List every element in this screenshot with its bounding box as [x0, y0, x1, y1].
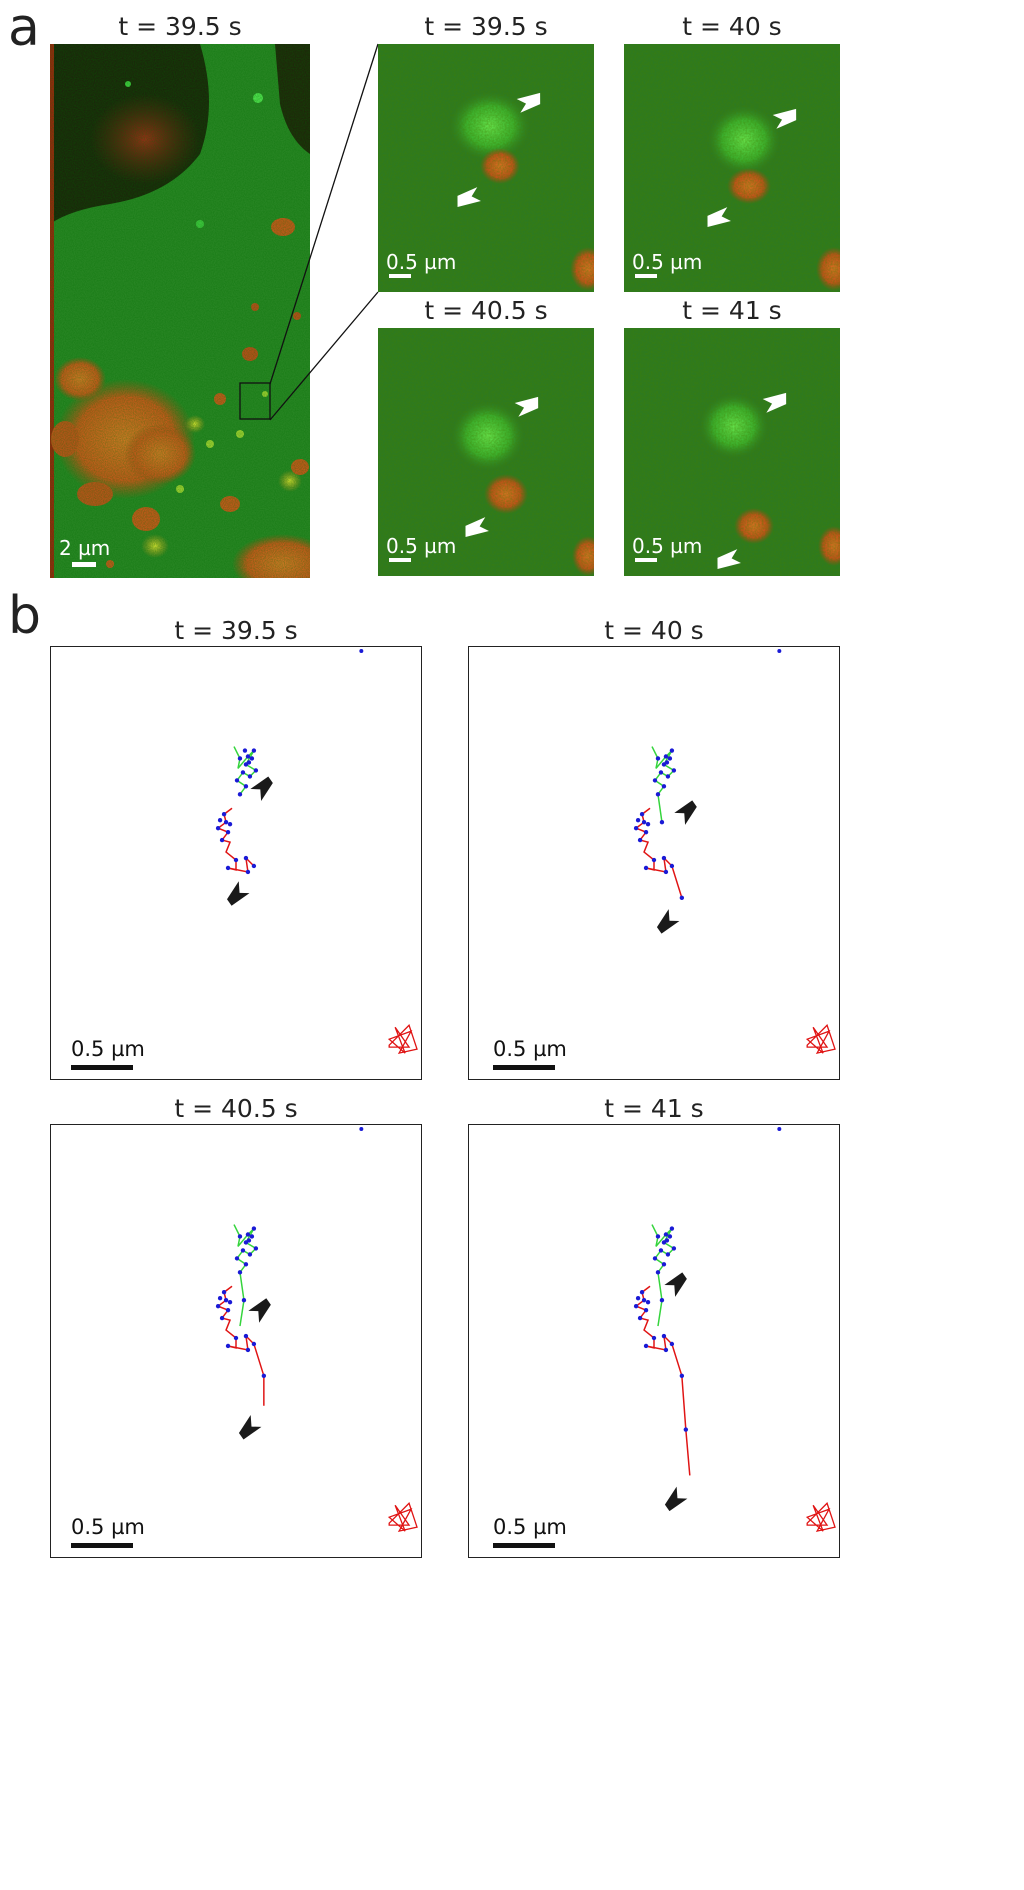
zoom-time-label-1: t = 39.5 s	[424, 12, 548, 41]
zoom-time-label-4: t = 41 s	[682, 296, 782, 325]
plot-scale-label-2: 0.5 µm	[493, 1037, 567, 1061]
trajectory-plot-1: 0.5 µm	[50, 646, 422, 1080]
trajectory-plot-3: 0.5 µm	[50, 1124, 422, 1558]
zoom-scale-label-4: 0.5 µm	[632, 534, 703, 558]
zoom-micrograph-2: 0.5 µm	[624, 44, 840, 292]
zoom-scale-label-2: 0.5 µm	[632, 250, 703, 274]
overview-scale-label: 2 µm	[59, 536, 111, 560]
zoom-micrograph-1: 0.5 µm	[378, 44, 594, 292]
zoom-scale-label-3: 0.5 µm	[386, 534, 457, 558]
overview-time-label: t = 39.5 s	[118, 12, 242, 41]
zoom-micrograph-3: 0.5 µm	[378, 328, 594, 576]
trajectory-plot-2: 0.5 µm	[468, 646, 840, 1080]
zoom-time-label-3: t = 40.5 s	[424, 296, 548, 325]
plot-scalebar-4	[493, 1543, 555, 1548]
plot-scale-label-1: 0.5 µm	[71, 1037, 145, 1061]
plot-time-label-4: t = 41 s	[604, 1094, 704, 1123]
plot-time-label-2: t = 40 s	[604, 616, 704, 645]
zoom-scale-label-1: 0.5 µm	[386, 250, 457, 274]
panel-b-letter: b	[8, 586, 42, 646]
plot-scalebar-2	[493, 1065, 555, 1070]
overview-micrograph: 2 µm	[50, 44, 310, 578]
plot-time-label-1: t = 39.5 s	[174, 616, 298, 645]
plot-scalebar-1	[71, 1065, 133, 1070]
trajectory-plot-4: 0.5 µm	[468, 1124, 840, 1558]
zoom-micrograph-4: 0.5 µm	[624, 328, 840, 576]
plot-scale-label-4: 0.5 µm	[493, 1515, 567, 1539]
plot-scalebar-3	[71, 1543, 133, 1548]
panel-a-letter: a	[8, 0, 40, 58]
zoom-indicator-lines	[269, 43, 379, 421]
plot-time-label-3: t = 40.5 s	[174, 1094, 298, 1123]
zoom-time-label-2: t = 40 s	[682, 12, 782, 41]
plot-scale-label-3: 0.5 µm	[71, 1515, 145, 1539]
